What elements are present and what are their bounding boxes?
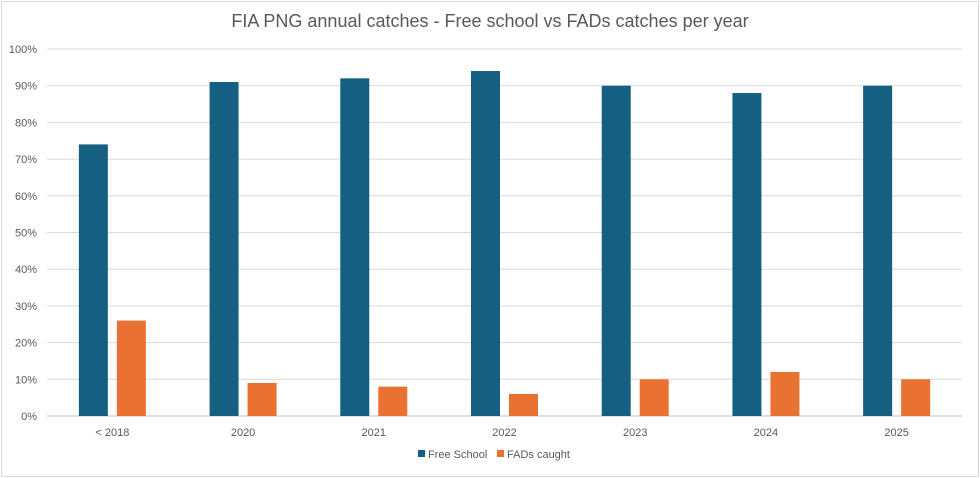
x-axis: < 2018 2020 2021 2022 2023 2024 2025 <box>95 427 909 439</box>
bar-free-school <box>732 93 762 416</box>
bar-free-school <box>863 85 893 416</box>
bar-free-school <box>78 144 108 417</box>
y-tick-label: 70% <box>15 154 37 166</box>
x-tick-label: 2022 <box>492 427 516 439</box>
y-axis: 0% 10% 20% 30% 40% 50% 60% 70% 80% 90% 100% <box>9 44 37 423</box>
bar-fads-caught <box>378 386 408 416</box>
y-tick-label: 40% <box>15 264 37 276</box>
y-tick-label: 80% <box>15 117 37 129</box>
legend-label: FADs caught <box>507 449 570 461</box>
x-tick-label: 2021 <box>362 427 386 439</box>
gridlines <box>47 48 962 417</box>
legend-swatch <box>497 450 504 457</box>
bar-fads-caught <box>247 382 277 416</box>
chart-title: FIA PNG annual catches - Free school vs … <box>231 11 748 31</box>
x-tick-label: < 2018 <box>95 427 129 439</box>
legend-label: Free School <box>428 449 487 461</box>
bar-free-school <box>471 71 500 417</box>
bar-fads-caught <box>116 320 146 416</box>
y-tick-label: 0% <box>21 411 37 423</box>
x-tick-label: 2023 <box>623 427 647 439</box>
y-tick-label: 30% <box>15 301 37 313</box>
bar-free-school <box>209 82 239 416</box>
legend: Free School FADs caught <box>418 449 570 461</box>
y-tick-label: 20% <box>15 338 37 350</box>
y-tick-label: 100% <box>9 44 37 56</box>
bars <box>78 71 931 417</box>
legend-swatch <box>418 450 425 457</box>
y-tick-label: 60% <box>15 191 37 203</box>
y-tick-label: 90% <box>15 81 37 93</box>
bar-fads-caught <box>770 371 800 416</box>
bar-free-school <box>601 85 631 416</box>
x-tick-label: 2025 <box>884 427 908 439</box>
y-tick-label: 10% <box>15 374 37 386</box>
bar-fads-caught <box>901 379 931 416</box>
x-tick-label: 2020 <box>231 427 255 439</box>
bar-fads-caught <box>639 379 669 416</box>
y-tick-label: 50% <box>15 228 37 240</box>
bar-fads-caught <box>509 393 538 416</box>
bar-free-school <box>340 78 370 417</box>
x-tick-label: 2024 <box>754 427 778 439</box>
